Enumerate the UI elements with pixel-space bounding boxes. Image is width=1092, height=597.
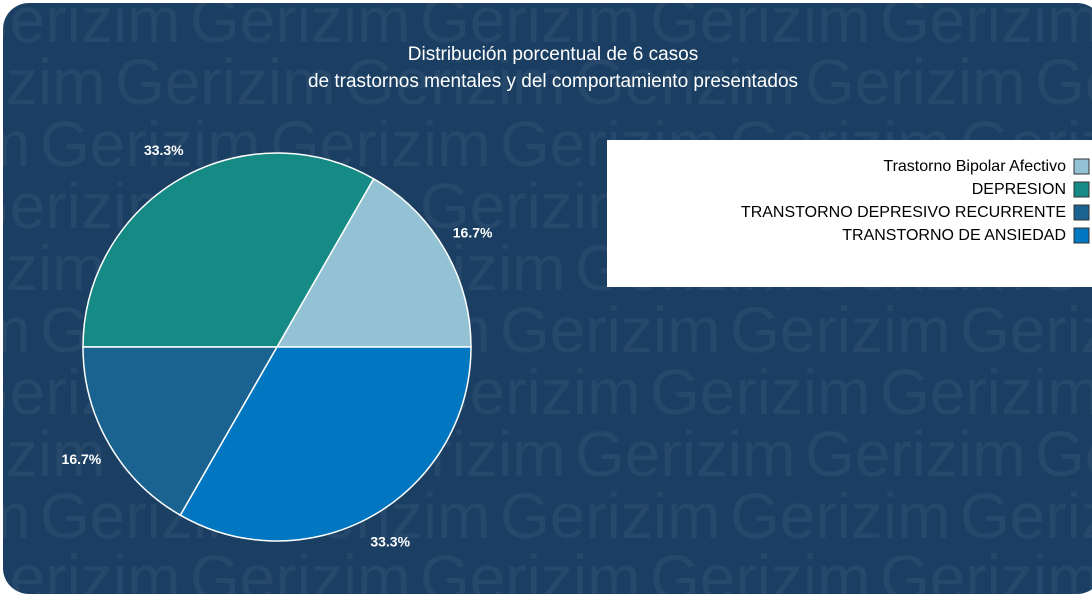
watermark: Gerizim <box>190 542 410 597</box>
data-label: 33.3% <box>370 533 410 549</box>
watermark: Gerizim <box>0 480 30 552</box>
pie-slice <box>82 152 375 348</box>
watermark: Gerizim <box>650 542 870 597</box>
legend-label: DEPRESION <box>972 181 1066 198</box>
data-label: 33.3% <box>144 142 184 158</box>
watermark: Gerizim <box>420 0 640 56</box>
watermark: Gerizim <box>0 108 30 180</box>
watermark: Gerizim <box>880 542 1092 597</box>
watermark: Gerizim <box>345 46 565 118</box>
legend-swatch <box>1073 181 1090 198</box>
watermark: Gerizim <box>115 46 335 118</box>
pie-slice <box>179 346 472 542</box>
watermark: Gerizim <box>805 46 1025 118</box>
watermark: Gerizim <box>730 294 950 366</box>
chart-title: Distribución porcentual de 6 casos <box>408 44 698 65</box>
watermark: Gerizim <box>500 294 720 366</box>
watermark: Gerizim <box>190 0 410 56</box>
pie-slice <box>82 346 279 517</box>
data-label: 16.7% <box>62 451 102 467</box>
watermark: Gerizim <box>0 294 30 366</box>
watermark: Gerizim <box>1035 418 1092 490</box>
data-label: 16.7% <box>453 224 493 240</box>
legend-box <box>607 140 1092 287</box>
watermark: Gerizim <box>500 480 720 552</box>
watermark: Gerizim <box>0 232 105 304</box>
chart-title: de trastornos mentales y del comportamie… <box>308 71 798 92</box>
legend-swatch <box>1073 158 1090 175</box>
pie-slice <box>275 177 472 348</box>
watermark: Gerizim <box>0 46 105 118</box>
legend-label: Trastorno Bipolar Afectivo <box>883 158 1066 175</box>
watermark: Gerizim <box>880 356 1092 428</box>
watermark: Gerizim <box>1035 46 1092 118</box>
watermark: Gerizim <box>650 0 870 56</box>
watermark: Gerizim <box>730 480 950 552</box>
watermark: Gerizim <box>880 0 1092 56</box>
legend-label: TRANSTORNO DE ANSIEDAD <box>842 227 1066 244</box>
watermark: Gerizim <box>420 542 640 597</box>
watermark: Gerizim <box>575 418 795 490</box>
watermark: Gerizim <box>0 542 180 597</box>
watermark: Gerizim <box>960 480 1092 552</box>
watermark: Gerizim <box>960 294 1092 366</box>
watermark: Gerizim <box>0 0 180 56</box>
legend-swatch <box>1073 227 1090 244</box>
watermark: Gerizim <box>650 356 870 428</box>
watermark: Gerizim <box>420 170 640 242</box>
legend-label: TRANSTORNO DEPRESIVO RECURRENTE <box>741 204 1066 221</box>
watermark: Gerizim <box>805 418 1025 490</box>
legend-swatch <box>1073 204 1090 221</box>
watermark: Gerizim <box>575 46 795 118</box>
watermark: Gerizim <box>0 418 105 490</box>
